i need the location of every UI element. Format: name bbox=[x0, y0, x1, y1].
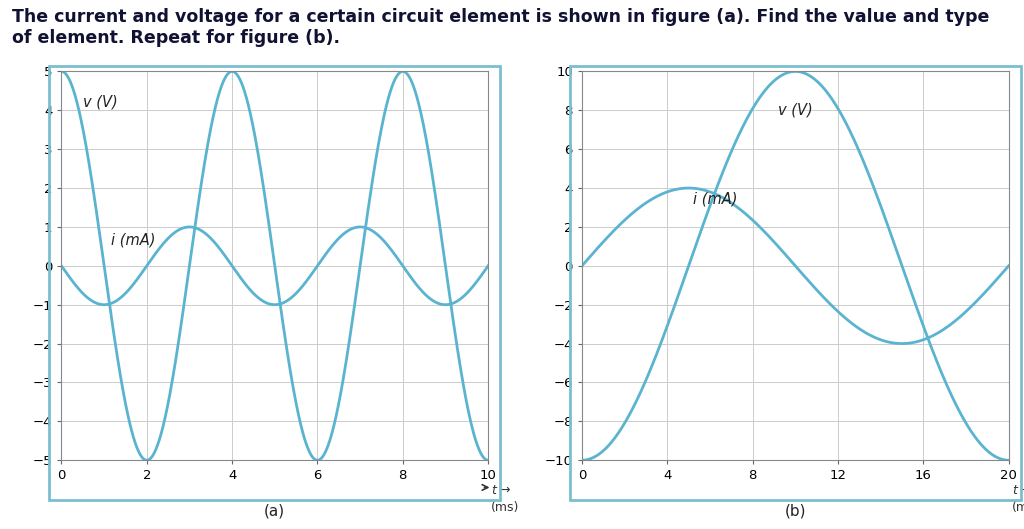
Text: (a): (a) bbox=[264, 504, 286, 519]
Text: $t$ →: $t$ → bbox=[492, 484, 512, 497]
Text: (ms): (ms) bbox=[1012, 501, 1024, 515]
Text: The current and voltage for a certain circuit element is shown in figure (a). Fi: The current and voltage for a certain ci… bbox=[12, 8, 989, 26]
Text: v (V): v (V) bbox=[83, 94, 118, 110]
Text: i (mA): i (mA) bbox=[111, 232, 155, 248]
Text: (ms): (ms) bbox=[492, 501, 519, 515]
Text: $t$ →: $t$ → bbox=[1012, 484, 1024, 497]
Text: of element. Repeat for figure (b).: of element. Repeat for figure (b). bbox=[12, 29, 340, 47]
Text: v (V): v (V) bbox=[778, 102, 813, 117]
Text: i (mA): i (mA) bbox=[693, 191, 737, 207]
Text: (b): (b) bbox=[784, 504, 806, 519]
